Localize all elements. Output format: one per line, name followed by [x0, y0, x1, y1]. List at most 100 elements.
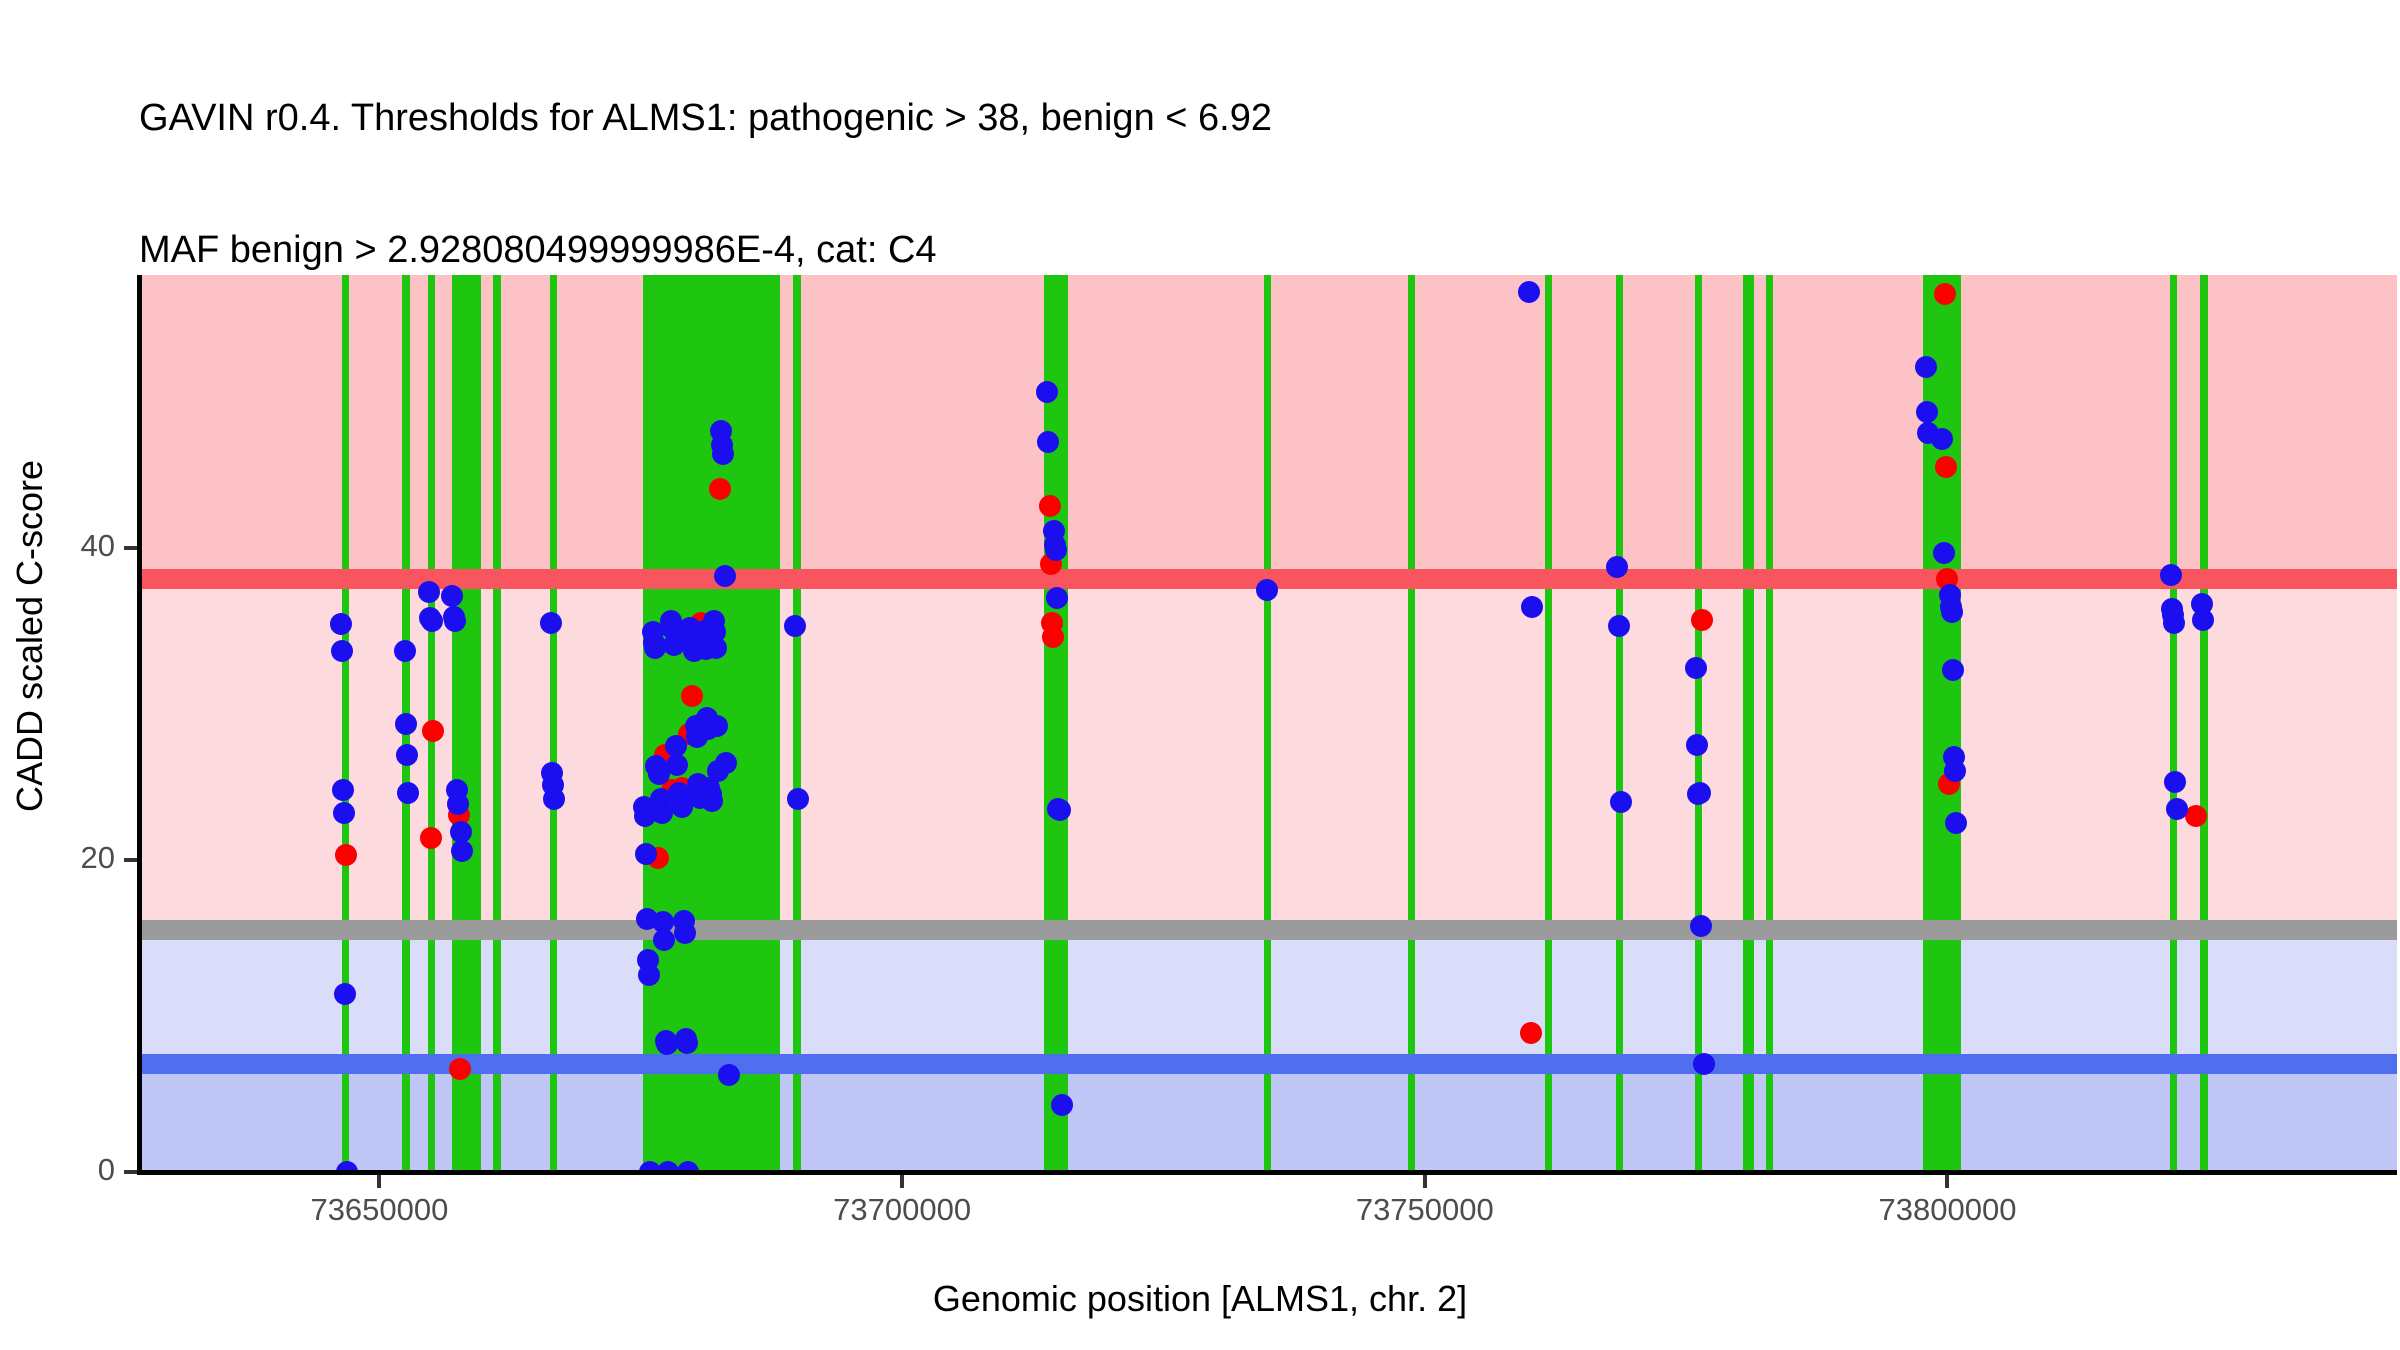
x-tick-mark [900, 1175, 905, 1188]
variant-point [1944, 811, 1967, 834]
variant-point [1915, 401, 1938, 424]
x-tick-mark [1945, 1175, 1950, 1188]
variant-point [663, 633, 686, 656]
variant-point [715, 752, 738, 775]
variant-point [396, 781, 419, 804]
variant-point [2185, 805, 2208, 828]
variant-point [1689, 914, 1712, 937]
variant-point [1934, 282, 1957, 305]
variant-point [1943, 760, 1966, 783]
variant-point [1048, 799, 1071, 822]
variant-point [332, 802, 355, 825]
variant-point [417, 580, 440, 603]
variant-point [635, 842, 657, 865]
variant-point [1521, 596, 1544, 619]
variant-point [330, 639, 353, 662]
x-axis-line [139, 1170, 2397, 1175]
variant-point [394, 713, 417, 736]
refseq-exon [1765, 275, 1773, 1172]
x-tick-label: 73650000 [310, 1192, 449, 1227]
variant-point [644, 636, 667, 659]
variant-point [714, 565, 737, 588]
refseq-exon [1694, 275, 1702, 1172]
variant-point [638, 964, 661, 987]
x-tick-label: 73750000 [1355, 1192, 1494, 1227]
variant-point [705, 636, 728, 659]
variant-point [784, 615, 807, 637]
variant-point [676, 1161, 699, 1172]
benign-threshold-line [139, 1054, 2397, 1075]
variant-point [1940, 600, 1963, 623]
variant-point [1935, 455, 1958, 478]
variant-point [717, 1064, 740, 1087]
y-axis-line [137, 275, 142, 1175]
variant-point [706, 714, 729, 737]
variant-point [329, 613, 352, 636]
x-tick-mark [1422, 1175, 1427, 1188]
y-tick-mark [124, 546, 137, 550]
refseq-exon [1263, 275, 1272, 1172]
variant-point [639, 1161, 662, 1172]
variant-point [443, 610, 466, 633]
y-tick-mark [124, 858, 137, 862]
refseq-exon [2170, 275, 2178, 1172]
variant-point [1255, 579, 1278, 602]
variant-point [1914, 356, 1937, 379]
variant-point [1690, 608, 1713, 631]
variant-point [1692, 1053, 1715, 1076]
y-tick-label: 20 [80, 840, 115, 875]
variant-point [656, 1161, 679, 1172]
variant-point [1036, 381, 1059, 403]
x-tick-mark [377, 1175, 382, 1188]
variant-point [681, 685, 703, 708]
refseq-exon [1408, 275, 1416, 1172]
variant-point [420, 610, 443, 633]
variant-point [333, 983, 356, 1006]
variant-point [2191, 608, 2214, 631]
y-axis-label: CADD scaled C-score [9, 459, 50, 813]
refseq-exon [2200, 275, 2208, 1172]
refseq-exon [1616, 275, 1624, 1172]
variant-point [446, 792, 469, 815]
variant-point [652, 928, 675, 951]
title-line-2: MAF benign > 2.928080499999986E-4, cat: … [139, 229, 937, 271]
variant-point [1038, 494, 1061, 517]
variant-point [1041, 625, 1064, 648]
variant-point [671, 795, 694, 818]
fallback-threshold-line [139, 920, 2397, 941]
variant-point [666, 753, 689, 776]
y-tick-mark [124, 1170, 137, 1174]
variant-point [786, 788, 809, 811]
variant-point [712, 443, 735, 466]
variant-point [1610, 791, 1633, 814]
variant-point [448, 1058, 471, 1081]
refseq-exon [1044, 275, 1069, 1172]
variant-point [1688, 781, 1711, 804]
refseq-exon [1545, 275, 1553, 1172]
variant-point [1608, 615, 1631, 637]
variant-point [665, 735, 688, 758]
variant-point [709, 477, 732, 500]
variant-point [1685, 733, 1708, 756]
variant-point [539, 611, 562, 634]
variant-point [1518, 281, 1541, 304]
variant-point [2160, 563, 2183, 586]
refseq-exon [793, 275, 801, 1172]
refseq-exon [1742, 275, 1755, 1172]
plot-area [139, 275, 2397, 1172]
variant-point [1520, 1022, 1543, 1045]
variant-point [1684, 657, 1707, 680]
variant-point [440, 585, 463, 608]
refseq-exon [451, 275, 481, 1172]
title-line-1: GAVIN r0.4. Thresholds for ALMS1: pathog… [139, 97, 1272, 139]
x-axis-label: Genomic position [ALMS1, chr. 2] [932, 1278, 1468, 1319]
variant-point [331, 778, 354, 801]
refseq-exon [341, 275, 350, 1172]
variant-point [673, 922, 696, 945]
y-tick-label: 40 [80, 528, 115, 563]
variant-point [675, 1031, 698, 1054]
x-tick-label: 73700000 [833, 1192, 972, 1227]
variant-point [647, 763, 670, 786]
variant-point [655, 1033, 678, 1056]
variant-point [395, 744, 418, 767]
